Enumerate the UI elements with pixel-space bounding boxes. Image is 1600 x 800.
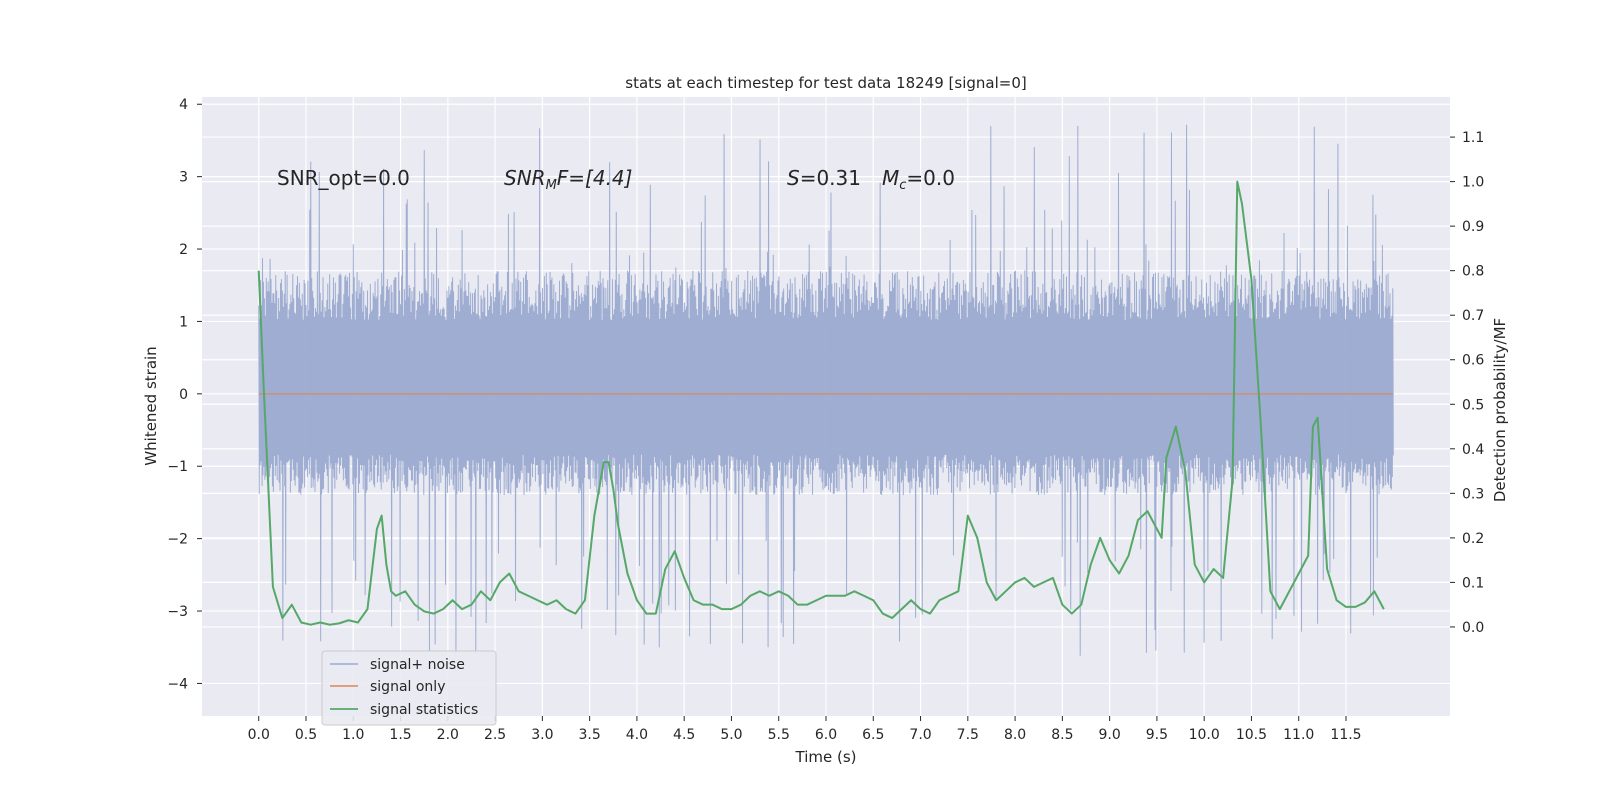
- x-tick-label: 0.5: [295, 727, 317, 743]
- y-right-tick-label: 0.9: [1462, 219, 1484, 235]
- signal-noise-line: [258, 124, 1394, 656]
- chart-title: stats at each timestep for test data 182…: [625, 74, 1026, 92]
- signal-noise-series: [258, 124, 1394, 656]
- x-tick-label: 11.5: [1330, 727, 1361, 743]
- y-axis-right-ticks: 1.1 1.0 0.9 0.8 0.7 0.6 0.5 0.4 0.3 0.2 0.1 0.0: [1450, 130, 1484, 636]
- annotation-mc-sub: c: [899, 178, 906, 193]
- y-tick-label: 3: [179, 170, 188, 186]
- legend-label-signal-statistics: signal statistics: [370, 702, 478, 718]
- y-right-tick-label: 0.4: [1462, 442, 1484, 458]
- x-tick-label: 5.5: [768, 727, 790, 743]
- x-tick-label: 6.0: [815, 727, 837, 743]
- y-right-tick-label: 0.1: [1462, 575, 1484, 591]
- y-right-tick-label: 0.0: [1462, 620, 1484, 636]
- annotation-snr-mf: SNRMF=[4.4]: [504, 166, 632, 193]
- y-right-tick-label: 0.6: [1462, 353, 1484, 369]
- annotation-s-main: S: [787, 166, 800, 190]
- x-tick-label: 7.0: [909, 727, 931, 743]
- annotation-s: S=0.31: [787, 166, 861, 190]
- legend-box: [321, 650, 497, 726]
- legend-label-signal-noise: signal+ noise: [370, 657, 465, 673]
- y-right-tick-label: 0.3: [1462, 486, 1484, 502]
- y-tick-label: −1: [167, 459, 188, 475]
- y-tick-label: 4: [179, 97, 188, 113]
- x-tick-label: 7.5: [957, 727, 979, 743]
- x-axis-label: Time (s): [795, 748, 857, 766]
- y-right-tick-label: 1.0: [1462, 175, 1484, 191]
- y-tick-label: −3: [167, 604, 188, 620]
- x-tick-label: 3.5: [579, 727, 601, 743]
- annotation-mc-rest: =0.0: [906, 166, 955, 190]
- x-tick-label: 1.0: [342, 727, 364, 743]
- x-tick-label: 9.0: [1099, 727, 1121, 743]
- annotation-snr-opt: SNR_opt=0.0: [277, 166, 410, 190]
- x-tick-label: 8.5: [1051, 727, 1073, 743]
- x-tick-label: 2.0: [437, 727, 459, 743]
- x-tick-label: 4.5: [673, 727, 695, 743]
- y-axis-label: Whitened strain: [142, 346, 160, 465]
- y-right-tick-label: 1.1: [1462, 130, 1484, 146]
- x-tick-label: 11.0: [1283, 727, 1314, 743]
- signal-statistics-series: [257, 180, 1385, 626]
- annotation-mc: Mc=0.0: [882, 166, 955, 193]
- x-tick-label: 2.5: [484, 727, 506, 743]
- y-axis-ticks: 4 3 2 1 0 −1 −2 −3 −4: [167, 97, 202, 692]
- x-tick-label: 10.0: [1189, 727, 1220, 743]
- annotation-snr-mf-rest: F=[4.4]: [557, 166, 633, 190]
- x-tick-label: 8.0: [1004, 727, 1026, 743]
- x-tick-label: 10.5: [1236, 727, 1267, 743]
- y-tick-label: 0: [179, 387, 188, 403]
- x-tick-label: 0.0: [248, 727, 270, 743]
- x-tick-label: 3.0: [531, 727, 553, 743]
- signal-statistics-line: [257, 180, 1385, 626]
- y-right-tick-label: 0.2: [1462, 531, 1484, 547]
- annotation-s-rest: =0.31: [800, 166, 861, 190]
- y-right-tick-label: 0.8: [1462, 264, 1484, 280]
- annotation-snr-mf-main: SNR: [504, 166, 546, 190]
- x-tick-label: 4.0: [626, 727, 648, 743]
- x-axis-ticks: 0.0 0.5 1.0 1.5 2.0 2.5 3.0 3.5 4.0 4.5 5.0 5.5 6.0 6…: [248, 716, 1362, 743]
- x-tick-label: 1.5: [389, 727, 411, 743]
- x-tick-label: 6.5: [862, 727, 884, 743]
- y-tick-label: 2: [179, 242, 188, 258]
- y-axis-right-label: Detection probability/MF: [1491, 318, 1509, 502]
- annotation-mc-main: M: [882, 166, 899, 190]
- y-tick-label: −2: [167, 532, 188, 548]
- y-right-tick-label: 0.7: [1462, 308, 1484, 324]
- annotation-snr-mf-sub: M: [546, 178, 557, 193]
- y-tick-label: 1: [179, 314, 188, 330]
- y-tick-label: −4: [167, 676, 188, 692]
- legend: signal+ noise signal only signal statist…: [321, 650, 497, 726]
- x-tick-label: 5.0: [720, 727, 742, 743]
- x-tick-label: 9.5: [1146, 727, 1168, 743]
- y-right-tick-label: 0.5: [1462, 397, 1484, 413]
- legend-label-signal-only: signal only: [370, 679, 445, 695]
